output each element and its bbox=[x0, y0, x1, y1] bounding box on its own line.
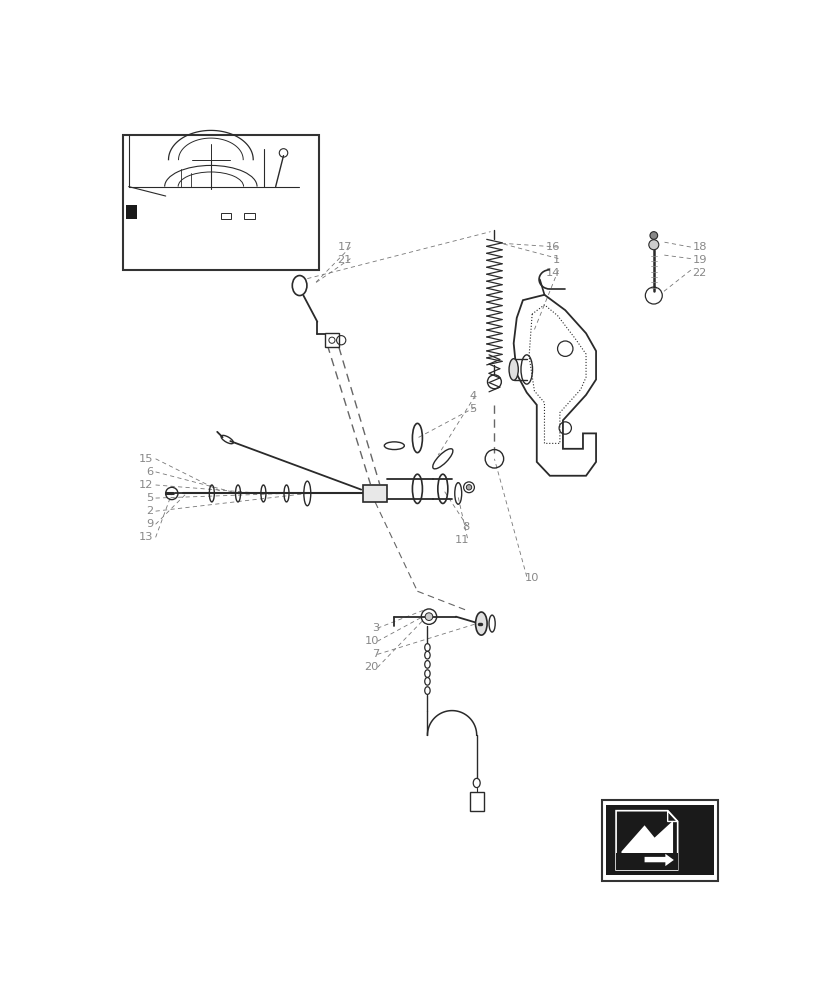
Polygon shape bbox=[621, 821, 672, 853]
Text: 2: 2 bbox=[146, 506, 153, 516]
Circle shape bbox=[649, 232, 657, 239]
Text: 14: 14 bbox=[545, 268, 559, 278]
Bar bbox=[615, 853, 676, 870]
Text: 16: 16 bbox=[545, 242, 559, 252]
Text: 10: 10 bbox=[524, 573, 539, 583]
Text: 12: 12 bbox=[139, 480, 153, 490]
Bar bbox=[362, 485, 387, 502]
Text: 3: 3 bbox=[371, 623, 379, 633]
Bar bbox=[469, 792, 483, 811]
Text: 22: 22 bbox=[691, 268, 705, 278]
Bar bbox=[126, 205, 137, 219]
Bar bbox=[244, 213, 255, 219]
Ellipse shape bbox=[475, 612, 486, 635]
Bar bbox=[122, 135, 318, 270]
Text: 13: 13 bbox=[139, 532, 153, 542]
Text: 21: 21 bbox=[337, 255, 351, 265]
Text: 20: 20 bbox=[364, 662, 379, 672]
Ellipse shape bbox=[509, 359, 518, 380]
Text: 4: 4 bbox=[469, 391, 476, 401]
Polygon shape bbox=[643, 854, 673, 866]
Text: 18: 18 bbox=[691, 242, 706, 252]
Circle shape bbox=[648, 240, 658, 250]
Text: 9: 9 bbox=[146, 519, 153, 529]
Bar bbox=[221, 213, 232, 219]
Text: 7: 7 bbox=[371, 649, 379, 659]
Text: 15: 15 bbox=[139, 454, 153, 464]
Text: 19: 19 bbox=[691, 255, 706, 265]
Circle shape bbox=[424, 613, 433, 620]
Text: 5: 5 bbox=[146, 493, 153, 503]
Bar bbox=[601, 800, 717, 881]
Text: 8: 8 bbox=[461, 522, 468, 532]
Text: 1: 1 bbox=[552, 255, 559, 265]
Text: 10: 10 bbox=[364, 636, 379, 646]
Text: 5: 5 bbox=[469, 404, 476, 414]
Bar bbox=[605, 805, 713, 875]
Text: 17: 17 bbox=[337, 242, 351, 252]
Bar bbox=[325, 333, 338, 347]
Text: 11: 11 bbox=[454, 535, 468, 545]
Circle shape bbox=[466, 485, 471, 490]
Text: 6: 6 bbox=[146, 467, 153, 477]
